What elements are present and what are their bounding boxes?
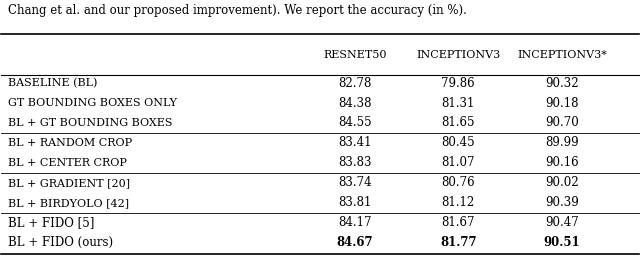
Text: 83.41: 83.41 <box>339 137 372 149</box>
Text: BL + CENTER CROP: BL + CENTER CROP <box>8 158 127 168</box>
Text: GT BOUNDING BOXES ONLY: GT BOUNDING BOXES ONLY <box>8 98 177 108</box>
Text: 80.45: 80.45 <box>442 137 475 149</box>
Text: 82.78: 82.78 <box>339 77 372 90</box>
Text: INCEPTIONV3*: INCEPTIONV3* <box>517 50 607 59</box>
Text: 79.86: 79.86 <box>442 77 475 90</box>
Text: BASELINE (BL): BASELINE (BL) <box>8 78 97 88</box>
Text: 90.18: 90.18 <box>545 96 579 110</box>
Text: 81.65: 81.65 <box>442 117 475 129</box>
Text: 83.74: 83.74 <box>338 176 372 189</box>
Text: 83.83: 83.83 <box>339 156 372 170</box>
Text: BL + FIDO (ours): BL + FIDO (ours) <box>8 236 113 249</box>
Text: 90.51: 90.51 <box>544 236 580 249</box>
Text: 81.31: 81.31 <box>442 96 475 110</box>
Text: 90.39: 90.39 <box>545 196 579 209</box>
Text: BL + FIDO [5]: BL + FIDO [5] <box>8 216 94 229</box>
Text: BL + BIRDYOLO [42]: BL + BIRDYOLO [42] <box>8 198 129 208</box>
Text: BL + GRADIENT [20]: BL + GRADIENT [20] <box>8 178 130 188</box>
Text: 90.47: 90.47 <box>545 216 579 229</box>
Text: 83.81: 83.81 <box>339 196 372 209</box>
Text: INCEPTIONV3: INCEPTIONV3 <box>416 50 500 59</box>
Text: 90.16: 90.16 <box>545 156 579 170</box>
Text: 81.67: 81.67 <box>442 216 475 229</box>
Text: 90.32: 90.32 <box>545 77 579 90</box>
Text: 84.17: 84.17 <box>339 216 372 229</box>
Text: 84.67: 84.67 <box>337 236 373 249</box>
Text: 81.77: 81.77 <box>440 236 477 249</box>
Text: Chang et al. and our proposed improvement). We report the accuracy (in %).: Chang et al. and our proposed improvemen… <box>8 4 467 17</box>
Text: 84.38: 84.38 <box>339 96 372 110</box>
Text: 90.70: 90.70 <box>545 117 579 129</box>
Text: RESNET50: RESNET50 <box>323 50 387 59</box>
Text: 84.55: 84.55 <box>338 117 372 129</box>
Text: 89.99: 89.99 <box>545 137 579 149</box>
Text: BL + RANDOM CROP: BL + RANDOM CROP <box>8 138 132 148</box>
Text: 90.02: 90.02 <box>545 176 579 189</box>
Text: BL + GT BOUNDING BOXES: BL + GT BOUNDING BOXES <box>8 118 172 128</box>
Text: 81.07: 81.07 <box>442 156 475 170</box>
Text: 81.12: 81.12 <box>442 196 475 209</box>
Text: 80.76: 80.76 <box>442 176 475 189</box>
